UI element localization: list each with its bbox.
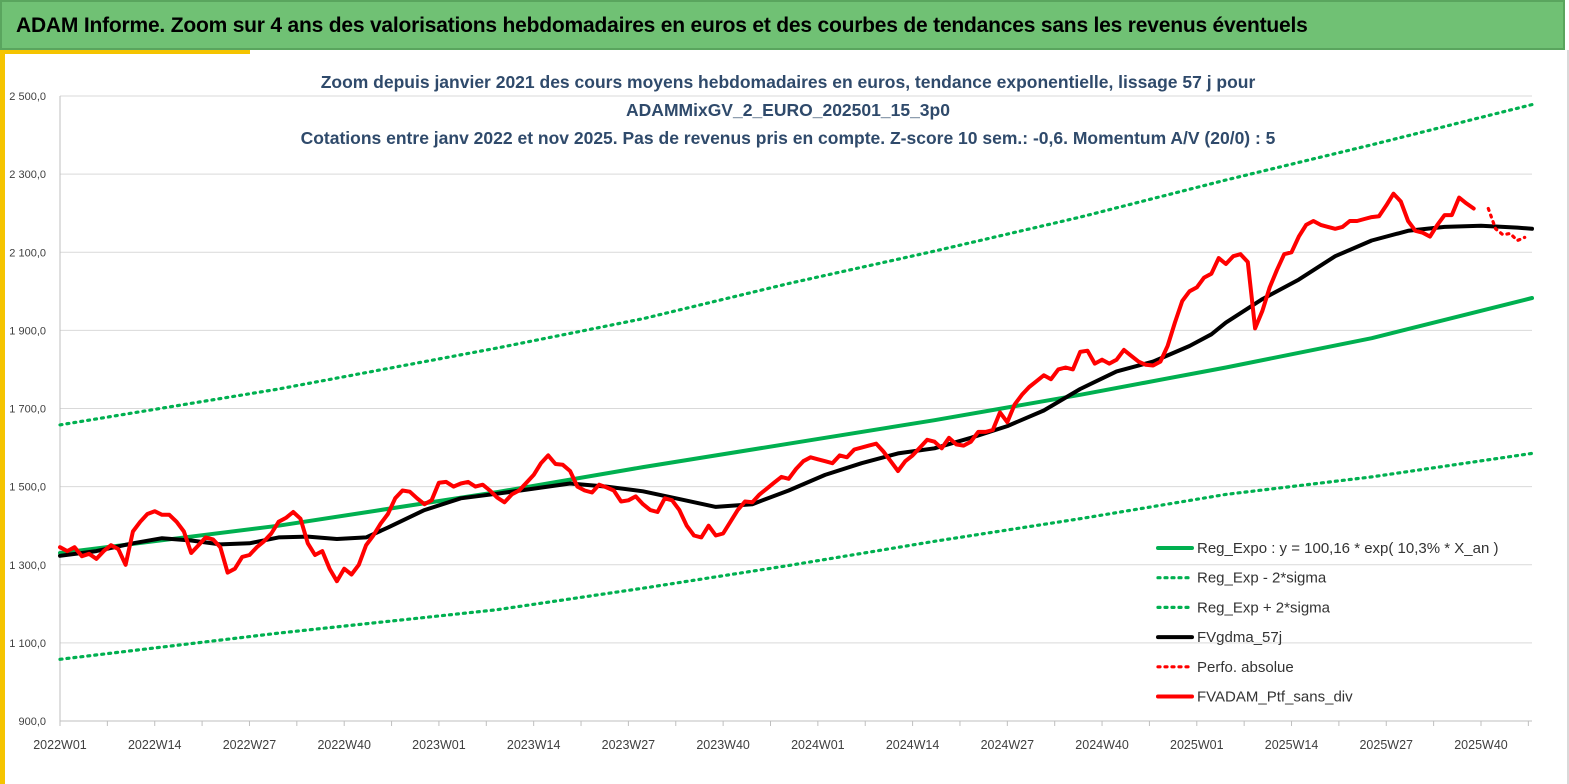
x-tick-label: 2022W27 [223,738,277,752]
frame-right-border [1567,50,1569,784]
chart-series [58,103,1534,661]
x-tick-label: 2024W40 [1075,738,1129,752]
chart-legend: Reg_Expo : y = 100,16 * exp( 10,3% * X_a… [1156,540,1498,706]
frame-left-accent [0,50,5,784]
legend-label: Reg_Expo : y = 100,16 * exp( 10,3% * X_a… [1197,540,1498,557]
chart-title-line-3: Cotations entre janv 2022 et nov 2025. P… [301,128,1276,148]
chart-title-line-1: Zoom depuis janvier 2021 des cours moyen… [321,72,1256,92]
x-tick-label: 2023W14 [507,738,561,752]
legend-label: Perfo. absolue [1197,659,1294,676]
series-line-3 [58,103,1534,427]
series-line-5 [1486,206,1527,243]
x-tick-label: 2025W14 [1265,738,1319,752]
series-line-4 [58,223,1534,558]
series-line-2 [58,451,1534,661]
y-tick-label: 1 500,0 [9,482,46,494]
y-tick-label: 900,0 [18,716,46,728]
x-tick-label: 2024W14 [886,738,940,752]
x-tick-label: 2024W27 [981,738,1035,752]
series-line-1 [58,296,1534,555]
legend-label: FVgdma_57j [1197,629,1282,646]
legend-label: FVADAM_Ptf_sans_div [1197,689,1353,706]
legend-label: Reg_Exp - 2*sigma [1197,570,1327,587]
x-tick-label: 2024W01 [791,738,845,752]
y-tick-label: 1 100,0 [9,638,46,650]
frame-top-accent [5,50,250,54]
banner-title: ADAM Informe. Zoom sur 4 ans des valoris… [16,14,1308,37]
report-banner: ADAM Informe. Zoom sur 4 ans des valoris… [0,0,1565,50]
x-tick-label: 2022W01 [33,738,87,752]
x-tick-label: 2023W27 [602,738,656,752]
x-tick-label: 2025W27 [1359,738,1413,752]
chart-axes: 900,0 1 100,0 1 300,0 1 500,0 1 700,0 1 900,0… [9,91,1532,752]
y-tick-label: 2 300,0 [9,169,46,181]
x-tick-label: 2025W01 [1170,738,1224,752]
y-tick-label: 2 500,0 [9,91,46,103]
legend-label: Reg_Exp + 2*sigma [1197,599,1331,616]
y-tick-label: 1 300,0 [9,560,46,572]
series-line-6 [58,191,1476,584]
chart-gridlines [60,95,1532,722]
x-tick-label: 2022W40 [317,738,371,752]
y-tick-label: 1 900,0 [9,325,46,337]
x-tick-label: 2025W40 [1454,738,1508,752]
y-tick-label: 1 700,0 [9,404,46,416]
y-tick-label: 2 100,0 [9,247,46,259]
x-tick-label: 2023W01 [412,738,466,752]
chart-title-line-2: ADAMMixGV_2_EURO_202501_15_3p0 [626,100,950,120]
chart-title: Zoom depuis janvier 2021 des cours moyen… [301,72,1276,148]
x-tick-label: 2022W14 [128,738,182,752]
x-tick-label: 2023W40 [696,738,750,752]
